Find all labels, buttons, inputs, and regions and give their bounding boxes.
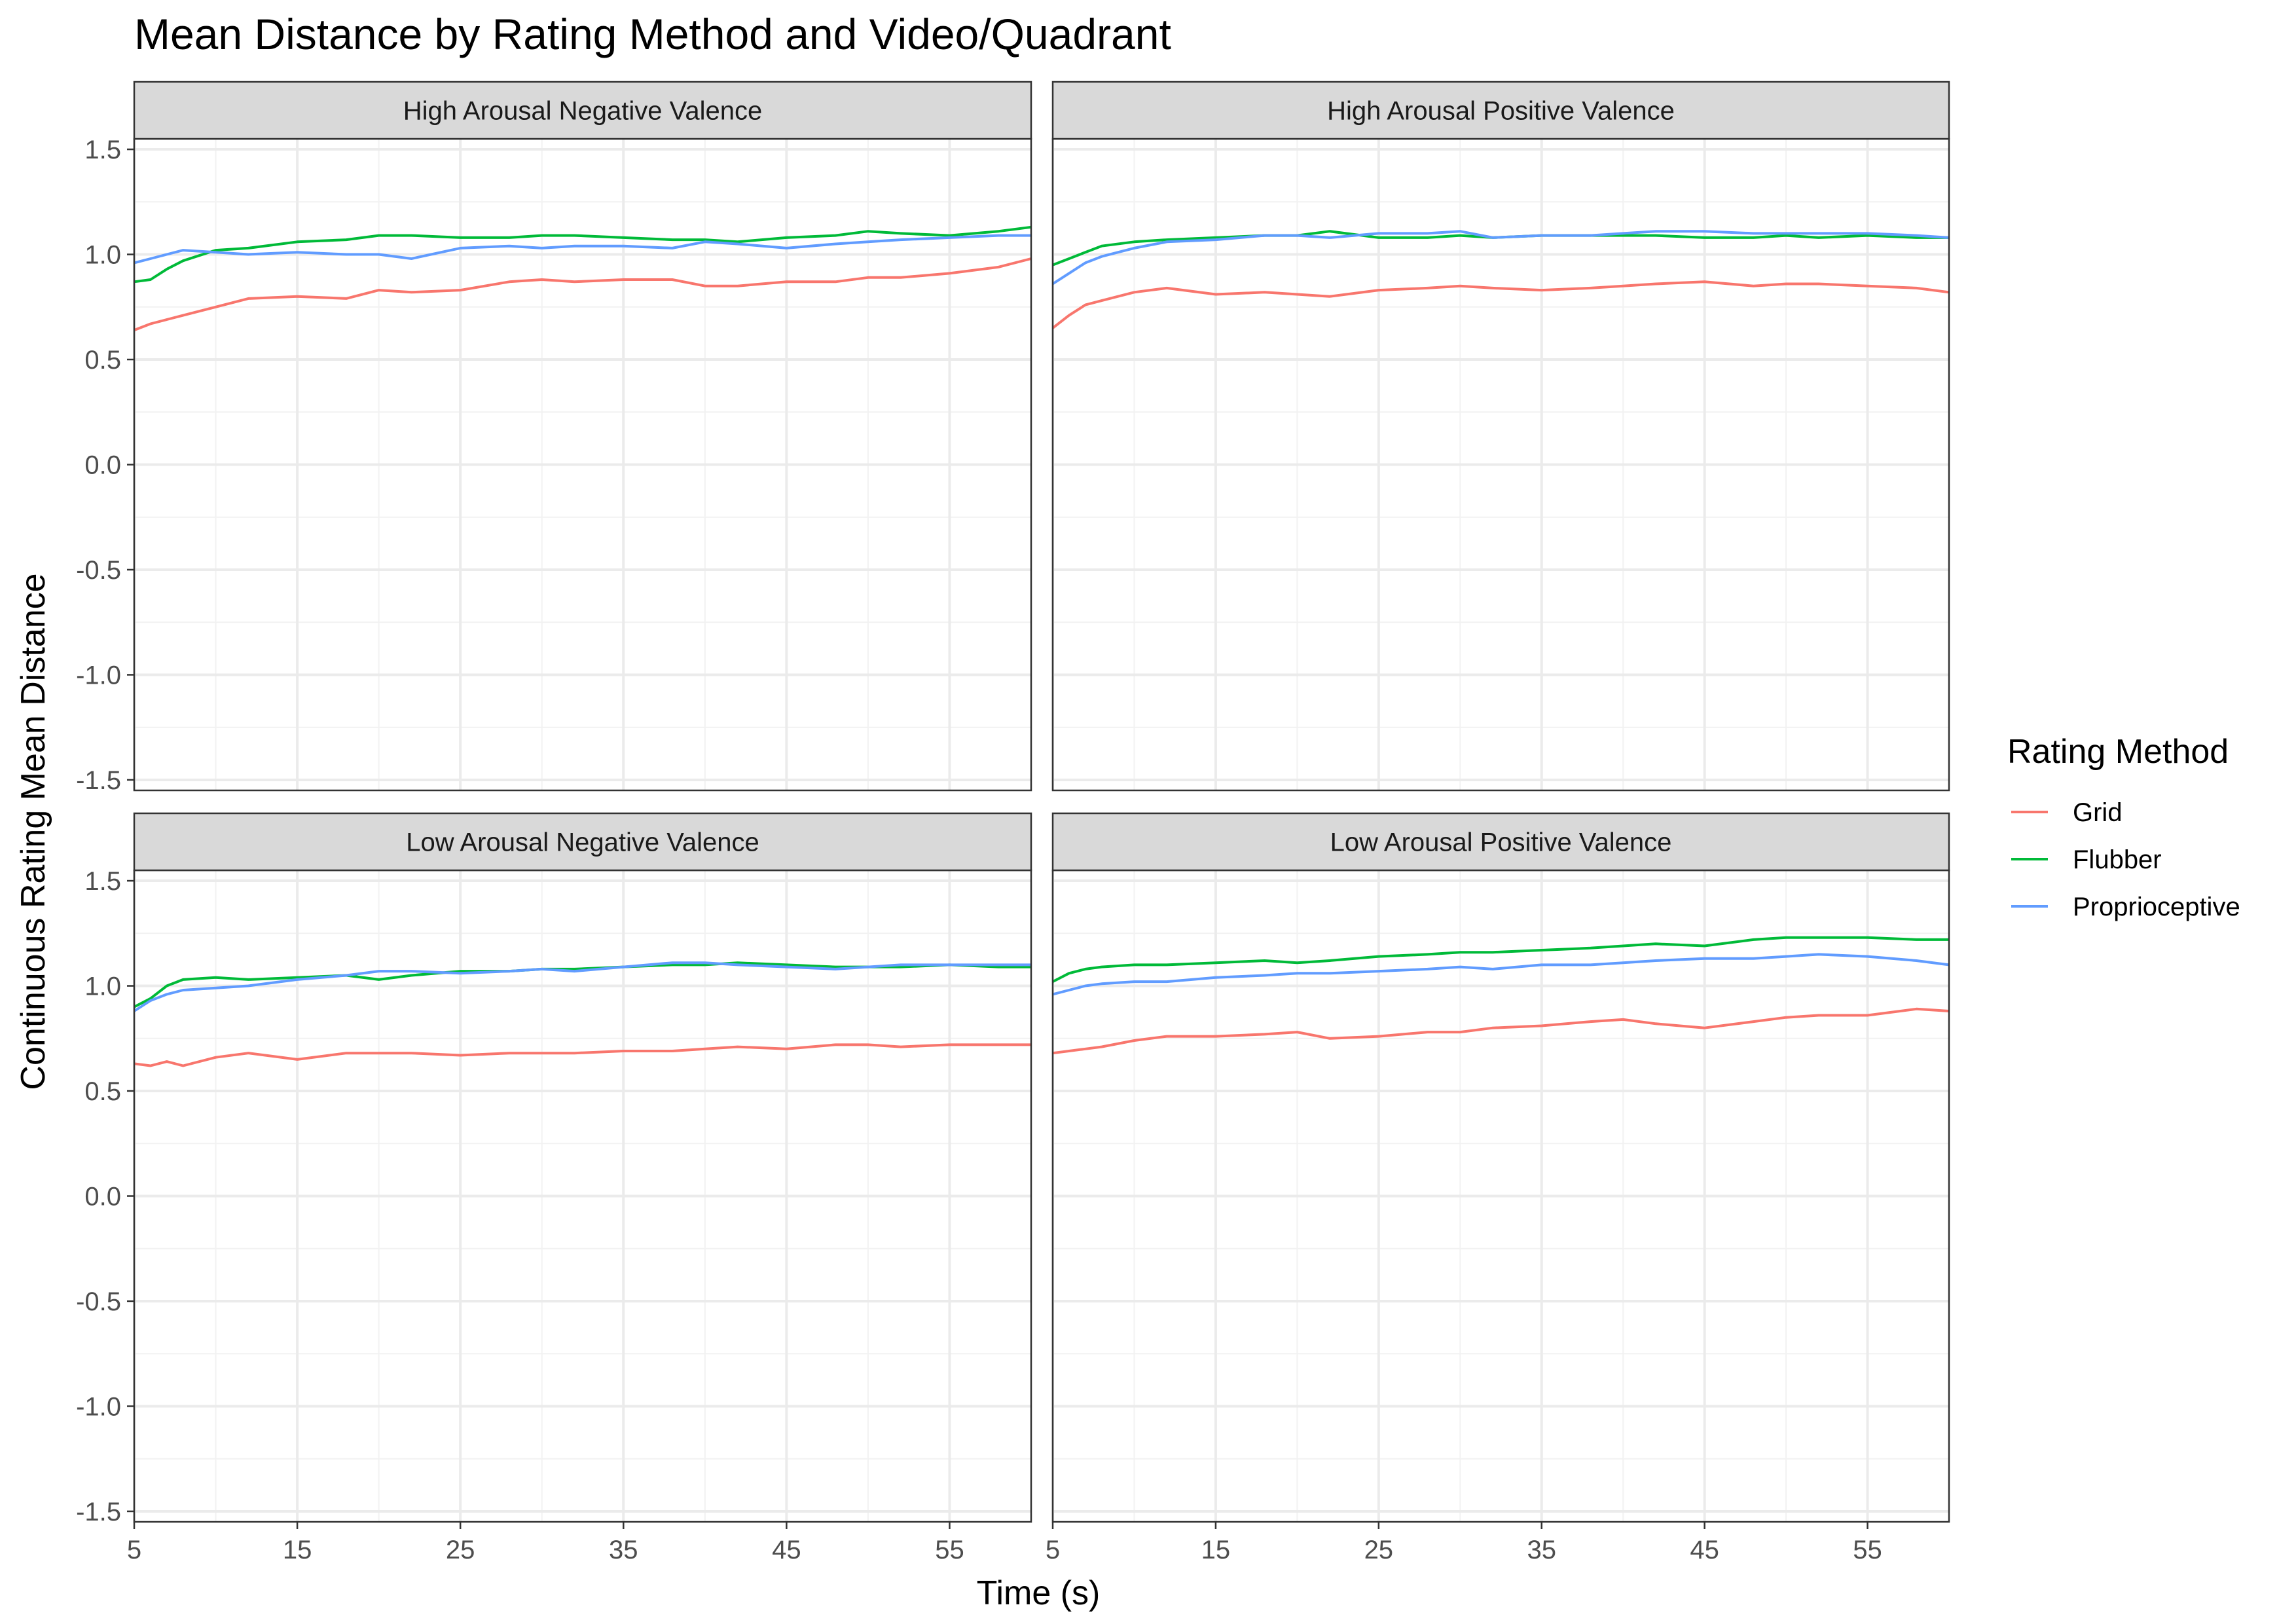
facet-strip-label: Low Arousal Negative Valence xyxy=(406,828,759,857)
chart-title: Mean Distance by Rating Method and Video… xyxy=(134,10,1171,58)
x-tick-label: 35 xyxy=(609,1536,638,1564)
series-line-flubber xyxy=(1052,936,1949,983)
panel: Low Arousal Positive Valence 5 15 25 35 45 55 xyxy=(1046,812,1950,1564)
x-axis-title: Time (s) xyxy=(977,1574,1101,1612)
y-tick-label: 0.0 xyxy=(84,1183,121,1211)
facet-strip xyxy=(133,812,1032,872)
series-line-proprioceptive xyxy=(1051,230,1950,286)
series-line-proprioceptive xyxy=(1052,953,1950,996)
facet-strip xyxy=(1051,81,1950,140)
series-line-grid xyxy=(1051,280,1950,329)
legend-item-flubber: Flubber xyxy=(2011,845,2162,874)
x-tick-label: 55 xyxy=(935,1536,964,1564)
x-tick-label: 5 xyxy=(127,1536,141,1564)
y-tick-label: -1.5 xyxy=(76,1498,121,1526)
series-line-proprioceptive xyxy=(133,961,1031,1012)
series-line-grid xyxy=(134,1043,1031,1067)
legend-title: Rating Method xyxy=(2007,733,2229,771)
legend-label: Flubber xyxy=(2073,845,2162,874)
y-tick-label: 1.5 xyxy=(84,867,121,896)
legend-entries: Grid Flubber Proprioceptive xyxy=(2011,798,2240,921)
x-tick-label: 45 xyxy=(1690,1536,1719,1564)
y-tick-label: 1.0 xyxy=(84,972,121,1001)
y-tick-label: -1.0 xyxy=(76,1392,121,1421)
x-tick-label: 55 xyxy=(1853,1536,1882,1564)
y-tick-label: -1.0 xyxy=(76,661,121,690)
y-tick-label: 0.0 xyxy=(84,451,121,480)
series-line-flubber xyxy=(1052,230,1949,267)
series-line-grid xyxy=(134,257,1032,331)
legend-item-grid: Grid xyxy=(2011,798,2123,827)
y-tick-label: 0.5 xyxy=(84,346,121,375)
x-tick-label: 15 xyxy=(283,1536,312,1564)
y-tick-label: -0.5 xyxy=(76,556,121,585)
x-tick-label: 25 xyxy=(446,1536,475,1564)
panel: Low Arousal Negative Valence -1.5 -1.0 -0.5… xyxy=(76,812,1032,1564)
facet-strip xyxy=(133,81,1032,140)
legend-item-proprioceptive: Proprioceptive xyxy=(2011,893,2240,921)
series-line-grid xyxy=(1052,1007,1950,1055)
series-line-flubber xyxy=(134,225,1032,284)
legend: Rating Method Grid Flubber Proprioceptive xyxy=(2007,733,2240,921)
y-tick-label: 1.5 xyxy=(84,136,121,164)
facet-strip-label: Low Arousal Positive Valence xyxy=(1330,828,1672,857)
series-line-proprioceptive xyxy=(134,234,1031,265)
panel: High Arousal Positive Valence xyxy=(1051,81,1950,792)
x-tick-label: 15 xyxy=(1201,1536,1231,1564)
y-tick-label: -1.5 xyxy=(76,766,121,795)
x-tick-label: 35 xyxy=(1527,1536,1556,1564)
facet-strip-label: High Arousal Negative Valence xyxy=(403,97,762,126)
y-tick-label: 1.0 xyxy=(84,241,121,270)
legend-label: Grid xyxy=(2073,798,2123,827)
panels: High Arousal Negative Valence -1.5 -1.0 -0.… xyxy=(76,81,1950,1564)
facet-strip-label: High Arousal Positive Valence xyxy=(1327,97,1675,126)
x-tick-label: 5 xyxy=(1046,1536,1060,1564)
x-tick-label: 45 xyxy=(772,1536,801,1564)
y-tick-label: 0.5 xyxy=(84,1077,121,1106)
y-tick-label: -0.5 xyxy=(76,1287,121,1316)
facet-strip xyxy=(1051,812,1950,872)
y-axis-title: Continuous Rating Mean Distance xyxy=(14,573,52,1090)
legend-label: Proprioceptive xyxy=(2073,893,2240,921)
panel: High Arousal Negative Valence -1.5 -1.0 -0.… xyxy=(76,81,1032,795)
x-tick-label: 25 xyxy=(1364,1536,1394,1564)
